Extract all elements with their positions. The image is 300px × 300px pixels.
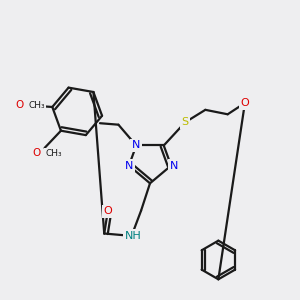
Text: N: N	[170, 160, 178, 171]
Text: O: O	[32, 148, 41, 158]
Text: CH₃: CH₃	[28, 101, 45, 110]
Text: CH₃: CH₃	[45, 149, 62, 158]
Text: NH: NH	[125, 231, 142, 241]
Text: O: O	[103, 206, 112, 216]
Text: N: N	[132, 140, 140, 151]
Text: O: O	[241, 98, 249, 108]
Text: O: O	[16, 100, 24, 110]
Text: N: N	[125, 160, 133, 171]
Text: S: S	[182, 117, 189, 127]
